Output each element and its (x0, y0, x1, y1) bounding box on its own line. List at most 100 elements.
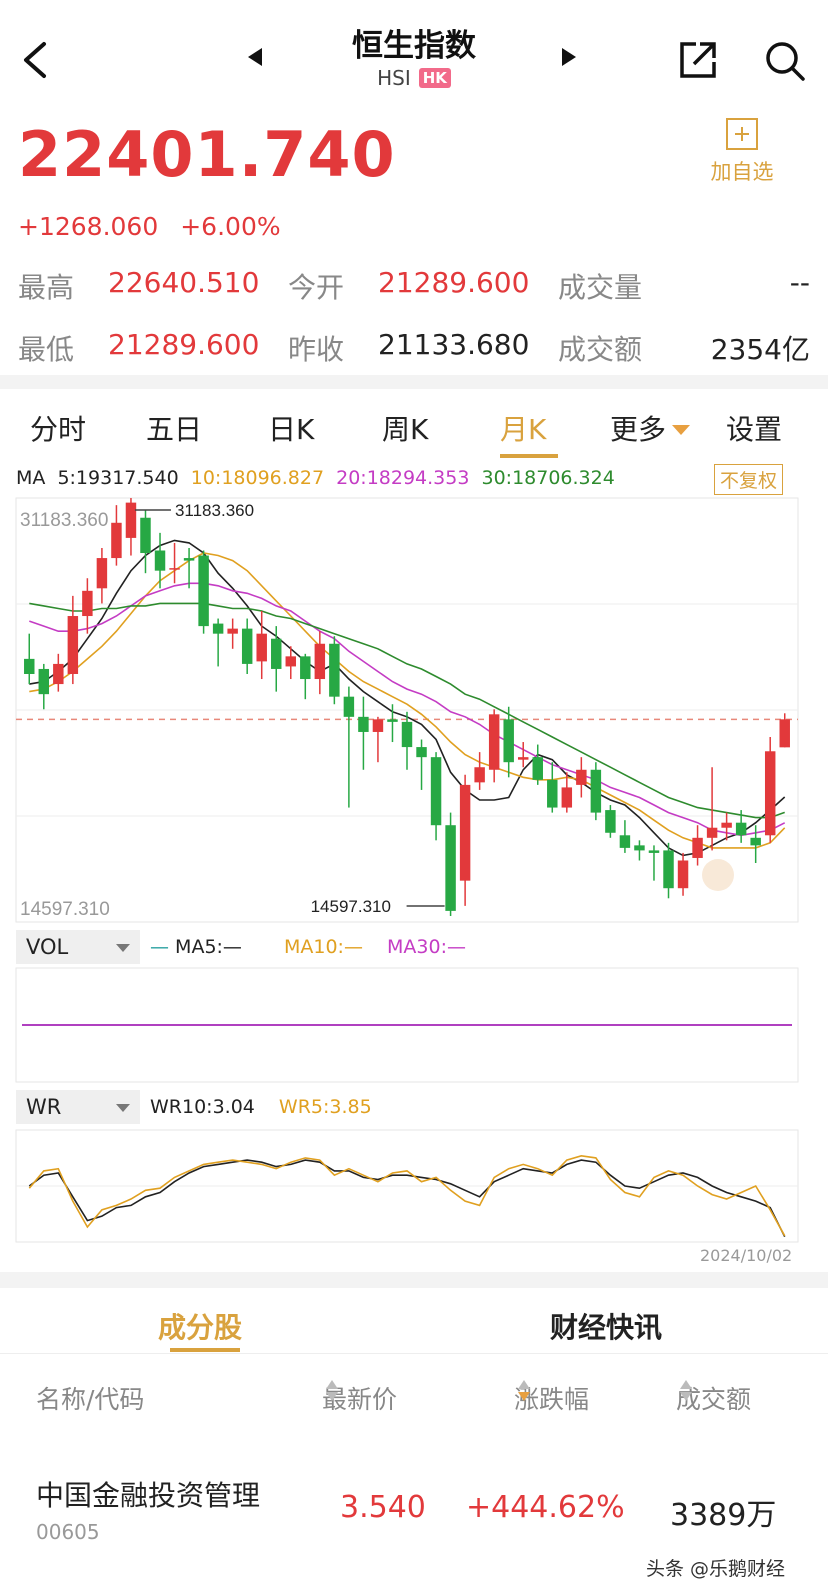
max-price-annotation: 31183.360 (134, 501, 254, 520)
open-label: 今开 (288, 271, 345, 304)
candle (517, 742, 529, 768)
wr-label: WR (26, 1095, 62, 1119)
y-axis-max-label: 31183.360 (20, 510, 108, 531)
quote-stats: 最高 22640.510 今开 21289.600 成交量 -- 最低 2128… (18, 266, 810, 390)
candle (605, 805, 616, 838)
add-watchlist-label: 加自选 (710, 160, 774, 184)
candle-body (779, 719, 790, 748)
scroll-hint-icon[interactable] (702, 859, 734, 891)
candle (169, 542, 180, 584)
candle (111, 505, 122, 566)
candle-body (82, 590, 93, 617)
tab-news-flash[interactable]: 财经快讯 (550, 1311, 663, 1344)
tab-settings[interactable]: 设置 (726, 413, 783, 446)
section-divider (0, 375, 828, 389)
vol-ma30-legend: MA30:— (387, 936, 466, 958)
candle-body (474, 767, 485, 783)
candle-body (590, 769, 602, 813)
high-value: 22640.510 (108, 266, 260, 299)
candle (779, 713, 790, 748)
candle-body (605, 810, 616, 833)
stat-row-1: 最高 22640.510 今开 21289.600 成交量 -- (18, 266, 810, 328)
tab-five-day[interactable]: 五日 (146, 413, 203, 446)
candle-body (532, 757, 543, 780)
candle (329, 636, 340, 705)
ma-lines (29, 539, 786, 857)
stock-turnover: 3389万 (670, 1498, 777, 1533)
candle-body (547, 779, 558, 808)
candle-body (285, 656, 297, 667)
candle-body (764, 751, 776, 836)
candle-body (67, 616, 79, 674)
min-annotation-text: 14597.310 (311, 897, 391, 916)
candle (445, 812, 456, 916)
stat-row-2: 最低 21289.600 昨收 21133.680 成交额 2354亿 (18, 328, 810, 390)
tab-daily-k[interactable]: 日K (268, 413, 315, 446)
candle (750, 825, 761, 864)
ma5-line (29, 539, 786, 857)
candle (387, 704, 398, 743)
add-watchlist-button[interactable]: 加自选 (706, 118, 778, 186)
prev-close-value: 21133.680 (378, 328, 530, 361)
candle (358, 696, 369, 770)
ma5-value: 5:19317.540 (57, 467, 179, 489)
chart-date: 2024/10/02 (700, 1246, 793, 1265)
min-price-annotation: 14597.310 (311, 897, 445, 916)
candle-body (111, 522, 122, 559)
kline-chart[interactable]: 31183.360 14597.310 31183.360 14597.310 (0, 490, 828, 1270)
plus-icon (726, 118, 758, 150)
candle (125, 498, 137, 556)
candle (154, 532, 166, 589)
stock-name: 中国金融投资管理 (36, 1479, 261, 1512)
section-divider (0, 1272, 828, 1288)
candle-body (343, 696, 355, 717)
candle (343, 686, 355, 808)
period-tabs: 分时 五日 日K 周K 月K 更多 设置 (0, 392, 828, 460)
candle-body (735, 822, 747, 836)
candle-body (256, 633, 267, 662)
search-icon[interactable] (764, 40, 806, 82)
ma30-line (29, 602, 785, 819)
candle (692, 825, 703, 866)
watermark: 头条 @乐鹅财经 (646, 1558, 786, 1580)
candle-body (53, 663, 64, 685)
tab-constituents[interactable]: 成分股 (158, 1311, 243, 1344)
high-label: 最高 (18, 271, 75, 304)
tab-weekly-k[interactable]: 周K (382, 413, 429, 446)
share-icon[interactable] (678, 40, 718, 80)
wr-indicator-select[interactable]: WR (16, 1090, 140, 1124)
adjust-toggle[interactable]: 不复权 (714, 464, 784, 495)
candle-body (503, 719, 514, 763)
candle-body (358, 716, 369, 732)
ma-legend: MA 5:19317.540 10:18096.827 20:18294.353… (16, 467, 621, 489)
back-arrow-icon[interactable] (18, 40, 54, 80)
prev-index-icon[interactable] (248, 48, 262, 66)
candle (648, 845, 660, 881)
next-index-icon[interactable] (562, 48, 576, 66)
candle-body (517, 757, 529, 760)
candle-body (459, 784, 471, 881)
candle (561, 772, 573, 813)
main-chart-grid (15, 497, 799, 923)
candle-body (24, 658, 35, 674)
candle-body (198, 555, 209, 627)
candle-body (372, 719, 384, 732)
tab-more[interactable]: 更多 (610, 408, 691, 448)
candle (38, 663, 50, 710)
tab-intraday[interactable]: 分时 (30, 413, 87, 446)
index-code: HSI (377, 66, 411, 90)
candle-body (329, 643, 340, 697)
volume-value: -- (789, 266, 810, 299)
turnover-label: 成交额 (558, 333, 643, 366)
vol-panel-frame (15, 967, 799, 1083)
vol-ma5-legend: — MA5:— (150, 936, 242, 958)
candles (24, 498, 790, 916)
candle (576, 757, 587, 798)
vol-ma5-text: MA5:— (175, 936, 242, 958)
candle-body (561, 787, 573, 808)
vol-indicator-select[interactable]: VOL (16, 930, 140, 964)
tab-monthly-k[interactable]: 月K (500, 413, 547, 446)
table-row[interactable]: 中国金融投资管理 00605 3.540 +444.62% 3389万 (0, 1470, 828, 1570)
candle (503, 706, 514, 778)
candle-body (96, 558, 108, 589)
